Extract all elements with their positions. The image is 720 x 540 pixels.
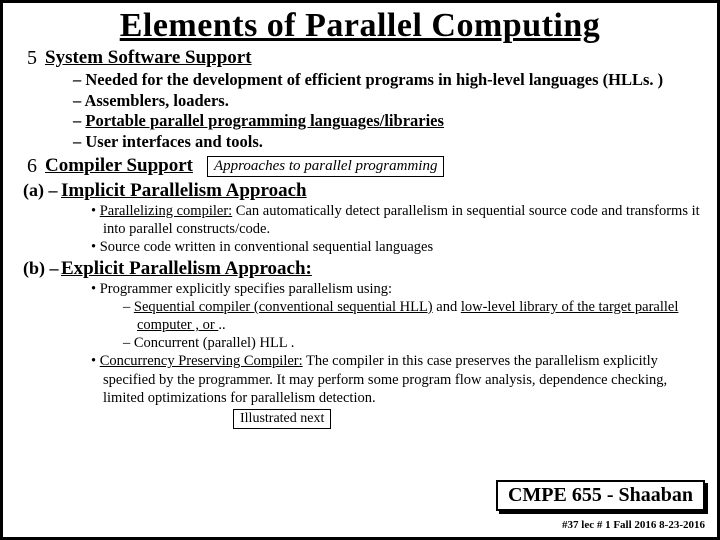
list-item: Assemblers, loaders. — [73, 91, 703, 112]
list-item: Concurrent (parallel) HLL . — [123, 334, 703, 352]
footer-meta: #37 lec # 1 Fall 2016 8-23-2016 — [562, 519, 705, 531]
section-6-row: 6 Compiler Support Approaches to paralle… — [17, 155, 703, 178]
subsection-a-bullets: Parallelizing compiler: Can automaticall… — [17, 202, 703, 256]
list-item: Programmer explicitly specifies parallel… — [91, 280, 703, 298]
section-6-heading: Compiler Support — [45, 155, 193, 176]
section-5-heading: System Software Support — [45, 47, 252, 69]
section-6-heading-wrap: Compiler Support Approaches to parallel … — [45, 155, 444, 178]
slide-title: Elements of Parallel Computing — [17, 7, 703, 45]
slide: Elements of Parallel Computing 5 System … — [0, 0, 720, 540]
subsection-b-bullets: Programmer explicitly specifies parallel… — [17, 280, 703, 298]
section-5-number: 5 — [17, 47, 45, 70]
list-item: User interfaces and tools. — [73, 132, 703, 153]
illustrated-box: Illustrated next — [233, 409, 331, 429]
section-5-list: Needed for the development of efficient … — [17, 70, 703, 153]
subsection-b-bullets-2: Concurrency Preserving Compiler: The com… — [17, 352, 703, 406]
course-footer-box: CMPE 655 - Shaaban — [496, 480, 705, 511]
section-5-row: 5 System Software Support — [17, 47, 703, 70]
subsection-b-dashes: Sequential compiler (conventional sequen… — [17, 298, 703, 352]
subsection-a-heading: Implicit Parallelism Approach — [61, 180, 307, 202]
list-item: Sequential compiler (conventional sequen… — [123, 298, 703, 334]
list-item: Parallelizing compiler: Can automaticall… — [91, 202, 703, 238]
subsection-a-label: (a) – — [23, 180, 61, 201]
illustrated-line: Illustrated next — [17, 409, 703, 429]
subsection-b-row: (b) – Explicit Parallelism Approach: — [17, 258, 703, 280]
list-item: Needed for the development of efficient … — [73, 70, 703, 91]
subsection-a-row: (a) – Implicit Parallelism Approach — [17, 180, 703, 202]
subsection-b-heading: Explicit Parallelism Approach: — [61, 258, 312, 280]
list-item: Source code written in conventional sequ… — [91, 238, 703, 256]
list-item: Concurrency Preserving Compiler: The com… — [91, 352, 703, 406]
approaches-box: Approaches to parallel programming — [207, 156, 444, 177]
list-item: Portable parallel programming languages/… — [73, 111, 703, 132]
section-6-number: 6 — [17, 155, 45, 178]
subsection-b-label: (b) – — [23, 258, 61, 279]
